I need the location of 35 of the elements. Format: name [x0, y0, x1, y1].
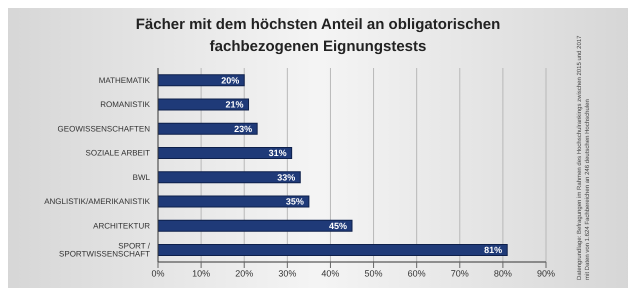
x-tick-label: 10% — [192, 268, 210, 278]
x-tick-label: 0% — [151, 268, 165, 278]
bar — [158, 74, 245, 86]
data-label: 20% — [221, 75, 240, 86]
y-tick-label: ANGLISTIK/AMERIKANISTIK — [44, 197, 151, 206]
data-label: 35% — [286, 196, 304, 207]
chart-title: Fächer mit dem höchsten Anteil an obligatorischen fachbezogenen Eignungstests — [134, 15, 502, 57]
data-label: 23% — [234, 124, 252, 134]
bar — [158, 98, 250, 111]
y-tick-label: GEOWISSENSCHAFTEN — [58, 124, 150, 134]
x-tick-label: 30% — [278, 268, 296, 278]
y-tick-label: SOZIALE ARBEIT — [86, 148, 150, 158]
y-tick-label: MATHEMATIK — [98, 76, 151, 85]
x-tick-label: 20% — [235, 268, 254, 278]
y-tick-label: SPORT / SPORTWISSENSCHAFT — [59, 242, 151, 259]
y-tick-label: ARCHITEKTUR — [93, 221, 150, 230]
x-tick-label: 70% — [450, 268, 469, 278]
data-label: 21% — [226, 100, 244, 110]
x-tick-label: 80% — [494, 268, 512, 278]
x-tick-label: 50% — [364, 268, 383, 278]
data-label: 33% — [277, 172, 296, 182]
bar — [158, 122, 258, 135]
x-tick-label: 60% — [408, 268, 426, 278]
y-tick-label: BWL — [132, 172, 151, 182]
bar — [158, 196, 310, 208]
y-tick-label: ROMANISTIK — [100, 100, 151, 110]
data-label: 31% — [268, 148, 287, 158]
x-tick-label: 40% — [321, 268, 340, 278]
data-label: 81% — [484, 245, 502, 256]
bar — [158, 244, 508, 256]
data-label: 45% — [328, 220, 347, 231]
bar — [158, 171, 301, 184]
bar — [158, 147, 292, 160]
x-tick-label: 90% — [536, 268, 556, 278]
bar — [158, 220, 352, 232]
